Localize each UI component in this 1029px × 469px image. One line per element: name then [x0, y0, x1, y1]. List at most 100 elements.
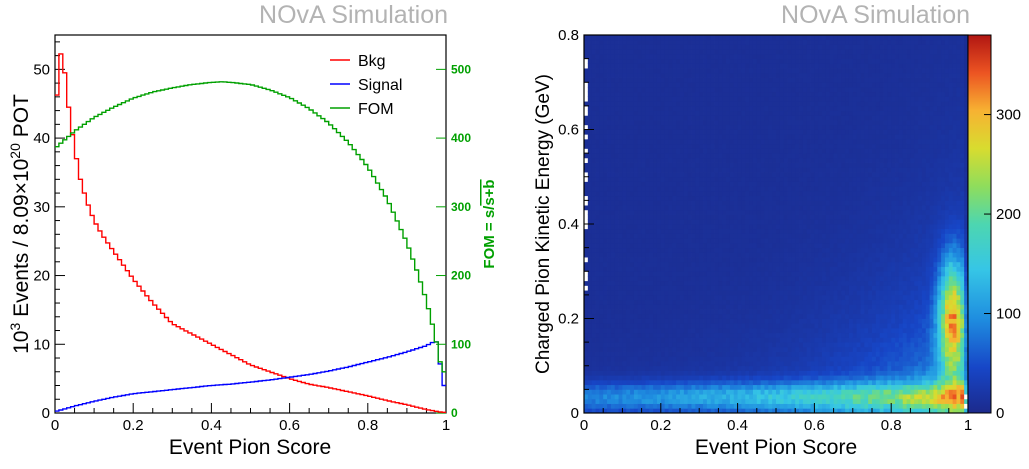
heatmap-cell [668, 404, 672, 409]
heatmap-cell [764, 380, 768, 385]
heatmap-cell [668, 148, 672, 153]
heatmap-cell [619, 370, 623, 375]
heatmap-cell [626, 219, 630, 224]
heatmap-cell [799, 361, 803, 366]
heatmap-cell [603, 309, 607, 314]
heatmap-cell [734, 215, 738, 220]
heatmap-cell [649, 106, 653, 111]
heatmap-cell [761, 106, 765, 111]
heatmap-cell [741, 271, 745, 276]
heatmap-cell [661, 366, 665, 371]
heatmap-cell [599, 224, 603, 229]
heatmap-cell [630, 347, 634, 352]
heatmap-cell [726, 238, 730, 243]
heatmap-cell [707, 49, 711, 54]
heatmap-cell [695, 370, 699, 375]
heatmap-cell [818, 328, 822, 333]
heatmap-cell [799, 120, 803, 125]
heatmap-cell [619, 309, 623, 314]
heatmap-cell [661, 295, 665, 300]
heatmap-cell [788, 304, 792, 309]
heatmap-cell [695, 342, 699, 347]
heatmap-cell [626, 285, 630, 290]
heatmap-cell [791, 106, 795, 111]
heatmap-cell [657, 238, 661, 243]
heatmap-cell [642, 210, 646, 215]
heatmap-cell [749, 78, 753, 83]
heatmap-cell [596, 347, 600, 352]
heatmap-cell [657, 243, 661, 248]
heatmap-cell [603, 139, 607, 144]
heatmap-cell [661, 300, 665, 305]
heatmap-cell [634, 271, 638, 276]
heatmap-cell [645, 304, 649, 309]
heatmap-cell [799, 366, 803, 371]
heatmap-cell [680, 78, 684, 83]
heatmap-cell [711, 153, 715, 158]
heatmap-cell [611, 210, 615, 215]
heatmap-cell [791, 356, 795, 361]
heatmap-cell [757, 101, 761, 106]
heatmap-cell [780, 68, 784, 73]
heatmap-cell [795, 248, 799, 253]
heatmap-cell [803, 257, 807, 262]
heatmap-cell [711, 243, 715, 248]
heatmap-cell [791, 314, 795, 319]
heatmap-cell [761, 92, 765, 97]
heatmap-cell [799, 309, 803, 314]
heatmap-cell [745, 262, 749, 267]
heatmap-cell [626, 167, 630, 172]
heatmap-cell [734, 92, 738, 97]
heatmap-cell [772, 229, 776, 234]
heatmap-cell [726, 167, 730, 172]
heatmap-cell [784, 186, 788, 191]
heatmap-cell [619, 385, 623, 390]
heatmap-cell [776, 295, 780, 300]
heatmap-cell [764, 54, 768, 59]
heatmap-cell [807, 200, 811, 205]
heatmap-cell [799, 40, 803, 45]
heatmap-cell [734, 106, 738, 111]
heatmap-cell [630, 59, 634, 64]
heatmap-cell [741, 186, 745, 191]
heatmap-cell [653, 158, 657, 163]
heatmap-cell [596, 366, 600, 371]
heatmap-cell [772, 300, 776, 305]
heatmap-cell [768, 125, 772, 130]
heatmap-cell [622, 106, 626, 111]
heatmap-cell [741, 385, 745, 390]
heatmap-cell [634, 59, 638, 64]
heatmap-cell [745, 125, 749, 130]
heatmap-cell [776, 68, 780, 73]
heatmap-cell [653, 181, 657, 186]
heatmap-cell [668, 35, 672, 40]
heatmap-cell [626, 252, 630, 257]
heatmap-cell [592, 295, 596, 300]
heatmap-cell [711, 290, 715, 295]
heatmap-cell [795, 163, 799, 168]
heatmap-cell [803, 96, 807, 101]
heatmap-cell [668, 96, 672, 101]
heatmap-cell [795, 153, 799, 158]
heatmap-cell [741, 130, 745, 135]
heatmap-cell [780, 73, 784, 78]
left-y2-tick-label: 0 [451, 406, 458, 420]
heatmap-cell [738, 319, 742, 324]
heatmap-cell [592, 49, 596, 54]
heatmap-cell [814, 219, 818, 224]
heatmap-cell [707, 200, 711, 205]
heatmap-cell [653, 82, 657, 87]
heatmap-cell [753, 271, 757, 276]
heatmap-cell [672, 44, 676, 49]
heatmap-cell [718, 115, 722, 120]
heatmap-cell [599, 219, 603, 224]
heatmap-cell [772, 314, 776, 319]
heatmap-cell [715, 281, 719, 286]
heatmap-cell [611, 366, 615, 371]
heatmap-cell [772, 347, 776, 352]
heatmap-cell [599, 35, 603, 40]
heatmap-cell [672, 219, 676, 224]
heatmap-cell [734, 115, 738, 120]
heatmap-cell [711, 191, 715, 196]
heatmap-cell [738, 35, 742, 40]
